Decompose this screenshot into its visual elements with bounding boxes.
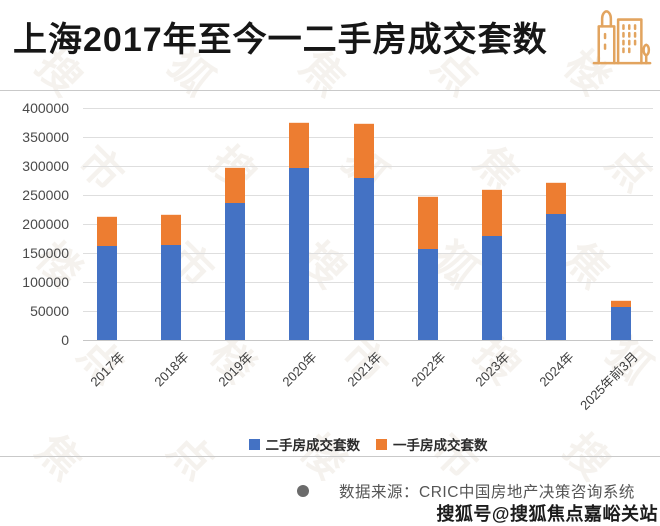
bar-segment-一手房成交套数 <box>482 189 502 237</box>
legend-swatch-icon <box>248 438 260 450</box>
bar-segment-一手房成交套数 <box>225 167 245 204</box>
bar-segment-二手房成交套数 <box>160 244 181 340</box>
y-axis-labels: 0 50000 100000 150000 200000 250000 300000 3500… <box>0 100 75 348</box>
stacked-bar-2024年 <box>546 182 567 340</box>
y-tick-label: 150000 <box>22 245 69 261</box>
stacked-bar-2023年 <box>482 189 502 340</box>
y-tick-label: 200000 <box>22 216 69 232</box>
stacked-bar-2019年 <box>225 167 245 340</box>
plot-area <box>83 108 653 341</box>
gridline <box>83 108 653 109</box>
bar-segment-一手房成交套数 <box>546 182 567 215</box>
stacked-bar-2022年 <box>417 196 438 340</box>
bar-segment-一手房成交套数 <box>96 216 117 247</box>
footer-divider <box>0 456 660 457</box>
buildings-icon <box>592 10 652 65</box>
x-tick-label-2024年: 2024年 <box>536 349 577 390</box>
bar-segment-二手房成交套数 <box>482 236 502 340</box>
bullet-dot-icon <box>297 485 309 497</box>
x-tick-label-2020年: 2020年 <box>279 349 320 390</box>
stacked-bar-2017年 <box>96 216 117 340</box>
x-tick-label-2022年: 2022年 <box>408 349 449 390</box>
x-tick-label-2018年: 2018年 <box>151 349 192 390</box>
y-tick-label: 50000 <box>30 303 69 319</box>
source-row: 数据来源：CRIC中国房地产决策咨询系统 <box>297 480 635 502</box>
y-tick-label: 300000 <box>22 158 69 174</box>
bar-segment-二手房成交套数 <box>289 167 310 340</box>
stacked-bar-2020年 <box>289 121 310 340</box>
y-tick-label: 400000 <box>22 100 69 116</box>
bar-segment-一手房成交套数 <box>160 214 181 245</box>
x-tick-label-2025年前3月: 2025年前3月 <box>577 349 642 413</box>
chart-legend: 二手房成交套数 一手房成交套数 <box>83 434 653 454</box>
bar-segment-二手房成交套数 <box>353 178 374 340</box>
data-source-text: 数据来源：CRIC中国房地产决策咨询系统 <box>339 484 635 501</box>
title-divider <box>0 90 660 91</box>
bar-segment-一手房成交套数 <box>417 196 438 249</box>
x-tick-label-2021年: 2021年 <box>343 349 385 390</box>
x-tick-label-2017年: 2017年 <box>86 349 128 390</box>
stacked-bar-2025年前3月 <box>610 300 631 340</box>
bar-segment-一手房成交套数 <box>353 123 374 179</box>
bar-segment-二手房成交套数 <box>546 214 567 340</box>
bar-segment-二手房成交套数 <box>225 203 245 340</box>
stacked-bar-2021年 <box>353 123 374 340</box>
bar-segment-二手房成交套数 <box>610 306 631 340</box>
legend-label: 一手房成交套数 <box>393 438 488 453</box>
y-tick-label: 0 <box>61 332 69 348</box>
sohu-stamp-text: 搜狐号@搜狐焦点嘉峪关站 <box>436 504 658 524</box>
x-tick-label-2019年: 2019年 <box>215 349 256 390</box>
bar-segment-二手房成交套数 <box>96 246 117 340</box>
page-title: 上海2017年至今一二手房成交套数 <box>13 21 548 59</box>
gridline <box>83 340 653 341</box>
legend-swatch-icon <box>376 438 387 450</box>
y-tick-label: 250000 <box>22 187 69 203</box>
legend-item-一手房成交套数: 一手房成交套数 <box>376 434 488 454</box>
y-tick-label: 100000 <box>22 274 69 290</box>
legend-item-二手房成交套数: 二手房成交套数 <box>248 434 361 454</box>
bar-segment-一手房成交套数 <box>610 300 631 307</box>
y-tick-label: 350000 <box>22 129 69 145</box>
bar-segment-二手房成交套数 <box>417 248 438 340</box>
legend-label: 二手房成交套数 <box>265 438 361 453</box>
stacked-bar-2018年 <box>160 214 181 340</box>
x-tick-label-2023年: 2023年 <box>472 349 513 390</box>
bar-segment-一手房成交套数 <box>289 121 310 168</box>
